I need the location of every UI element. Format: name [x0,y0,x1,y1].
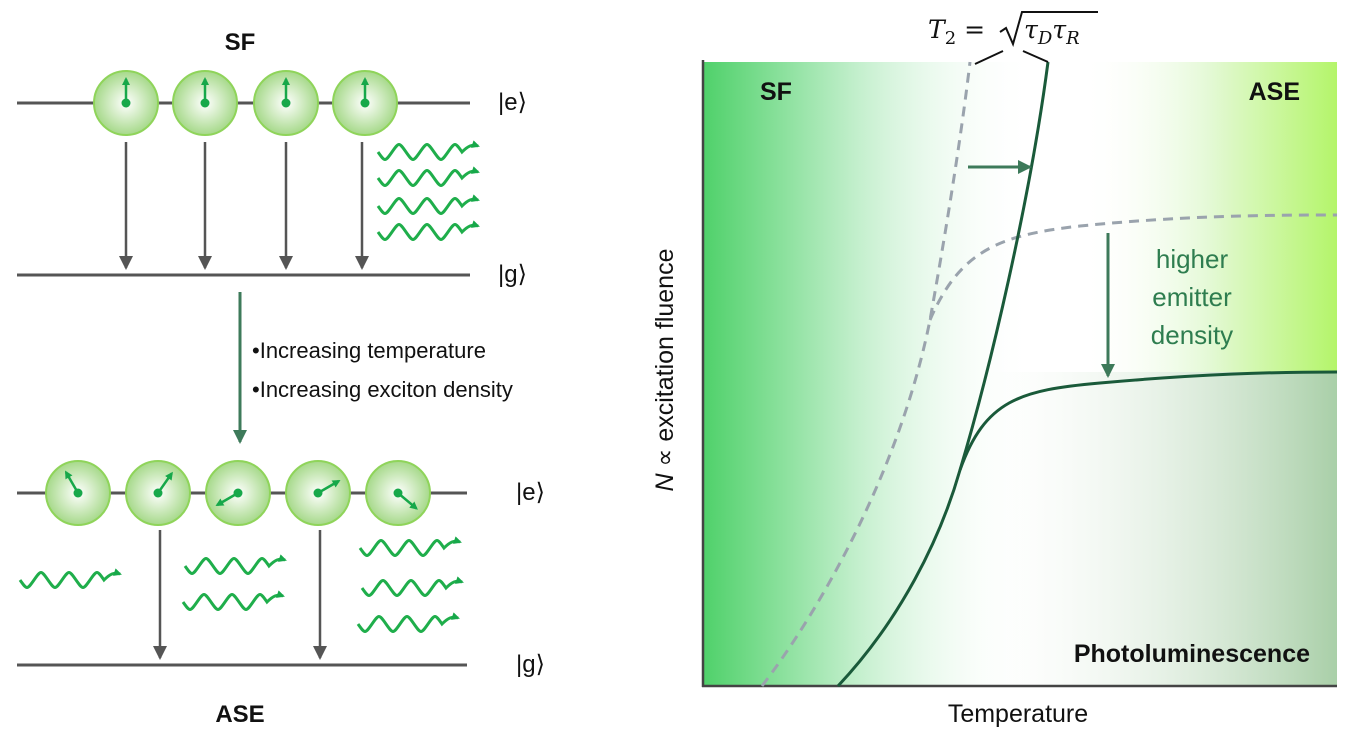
formula-tau-d: τ [1024,15,1039,44]
formula-sub-r: R [1065,28,1080,49]
sqrt-sign [999,11,1098,47]
formula-tau-r: τ [1052,15,1067,44]
formula-equals: = [956,15,985,44]
spin-dot [281,98,291,108]
photoluminescence-label: Photoluminescence [1074,640,1310,668]
spin-dot [360,98,370,108]
spin-dot [200,98,210,108]
exciton-sphere [285,460,351,526]
spin-dot [233,488,243,498]
spin-dot [313,488,323,498]
sf-boundary-solid [836,61,1050,688]
excited-state-label: |e⟩ [498,89,527,116]
t2-formula: T2 = τDτR [928,11,1098,49]
photon-wave-icon [376,220,480,241]
spin-dot [153,488,163,498]
svg-text:τDτR: τDτR [1024,15,1080,49]
exciton-sphere [125,460,191,526]
ground-state-label: |g⟩ [516,651,545,678]
annotation-line-3: density [1151,320,1233,350]
photon-wave-icon [181,590,285,611]
annotation-line-2: emitter [1152,282,1232,312]
formula-sub-2: 2 [945,28,956,49]
bullet-temperature: •Increasing temperature [252,338,486,363]
bullet-exciton-density: •Increasing exciton density [252,377,513,402]
excited-state-label: |e⟩ [516,479,545,506]
phase-diagram: T2 = τDτR SF ASE Photoluminescence highe… [651,11,1338,728]
formula-t: T [928,15,947,44]
ground-state-label: |g⟩ [498,261,527,288]
ase-region [1080,62,1337,372]
svg-text:T2 =: T2 = [928,15,985,49]
exciton-sphere [332,70,398,136]
formula-bracket [974,50,1049,65]
x-axis-label: Temperature [948,700,1088,728]
photon-wave-icon [356,612,460,633]
spin-dot [73,488,83,498]
y-axis-variable: N [651,473,679,492]
y-axis-label: N ∝ excitation fluence [651,249,679,492]
energy-diagram-sf: SF |e⟩ |g⟩ [17,29,527,288]
formula-sub-d: D [1037,28,1053,49]
sf-title: SF [225,29,256,56]
photon-wave-icon [18,568,122,589]
exciton-sphere [205,460,271,526]
photon-wave-icon [358,536,462,557]
spin-dot [121,98,131,108]
ase-boundary-dashed [928,213,1338,321]
photon-wave-icon [376,140,480,161]
ase-title: ASE [215,701,264,728]
ase-region-label: ASE [1249,78,1300,106]
exciton-sphere [45,460,111,526]
photoluminescence-region [960,372,1337,686]
spin-dot [393,488,403,498]
photon-wave-icon [183,554,287,575]
annotation-line-1: higher [1156,244,1229,274]
photon-wave-icon [376,194,480,215]
exciton-sphere [93,70,159,136]
photon-wave-icon [376,166,480,187]
ase-boundary-solid [958,370,1338,471]
y-axis-text: ∝ excitation fluence [651,249,679,474]
sf-boundary-dashed [760,61,972,687]
photon-wave-icon [360,576,464,597]
sf-region-label: SF [760,78,792,106]
exciton-sphere [365,460,431,526]
energy-diagram-ase: |e⟩ |g⟩ ASE [17,460,545,728]
exciton-sphere [172,70,238,136]
exciton-sphere [253,70,319,136]
